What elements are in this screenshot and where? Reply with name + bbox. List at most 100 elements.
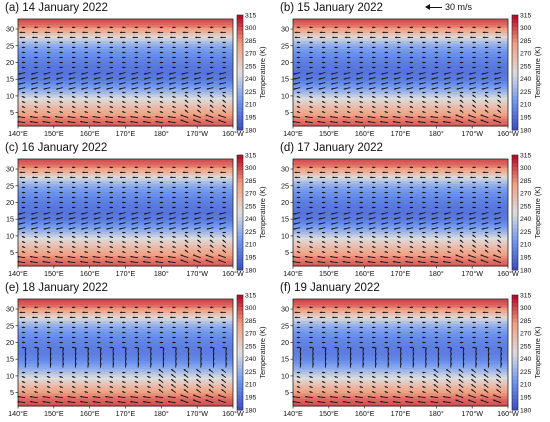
wind-arrow-head	[384, 236, 387, 238]
heatmap-cell	[293, 37, 508, 41]
wind-arrow-head	[109, 206, 112, 209]
wind-arrow-head	[381, 217, 384, 220]
wind-arrow-head	[422, 51, 425, 54]
wind-arrow-head	[334, 326, 337, 329]
wind-arrow-head	[46, 106, 49, 108]
wind-arrow-head	[206, 217, 209, 220]
wind-arrow-head	[106, 222, 109, 225]
wind-arrow-head	[497, 206, 500, 209]
wind-arrow-head	[21, 106, 24, 108]
wind-arrow-head	[380, 260, 383, 263]
panel-e: 140°E 150°E 160°E 170°E 180° 170°W 160°W 5 10 15 2…	[0, 282, 275, 422]
wind-arrow-head	[334, 51, 337, 54]
wind-arrow-head	[200, 347, 203, 350]
wind-arrow-head	[18, 217, 21, 220]
wind-arrow-head	[299, 352, 302, 355]
heatmap-cell	[18, 167, 233, 171]
heatmap-cell	[293, 304, 508, 308]
wind-arrow-head	[17, 400, 20, 403]
wind-arrow-head	[169, 82, 172, 85]
wind-arrow-head	[382, 311, 385, 314]
wind-arrow-head	[472, 346, 475, 349]
wind-arrow-head	[493, 399, 496, 402]
wind-arrow-head	[72, 386, 75, 388]
wind-arrow-head	[306, 217, 309, 220]
wind-arrow-head	[194, 77, 197, 80]
wind-arrow-head	[430, 115, 433, 118]
wind-arrow-head	[409, 341, 412, 344]
colorbar-segment	[237, 235, 243, 240]
wind-arrow-head	[21, 196, 24, 199]
wind-arrow-head	[484, 336, 487, 339]
wind-arrow-head	[382, 36, 385, 39]
colorbar-segment	[512, 118, 518, 123]
wind-arrow-head	[112, 347, 115, 350]
heatmap-cell	[18, 48, 233, 52]
wind-arrow-head	[318, 72, 321, 75]
wind-arrow-head	[134, 251, 137, 253]
wind-arrow-head	[347, 111, 350, 113]
wind-arrow-head	[156, 212, 159, 215]
wind-arrow-head	[442, 395, 445, 398]
heatmap-cell	[18, 255, 233, 259]
colorbar-label: Temperature (K)	[258, 47, 267, 99]
wind-arrow-head	[497, 321, 500, 324]
heatmap-cell	[18, 217, 233, 222]
wind-arrow-head	[97, 336, 99, 339]
wind-arrow-head	[69, 31, 72, 34]
wind-arrow-head	[184, 239, 187, 242]
wind-arrow-head	[397, 251, 400, 253]
x-tick-label: 170°W	[461, 129, 483, 138]
wind-arrow-head	[447, 186, 450, 189]
wind-arrow-head	[359, 231, 362, 234]
wind-arrow-head	[134, 386, 137, 388]
wind-arrow-head	[309, 26, 312, 29]
wind-arrow-head	[106, 82, 109, 85]
wind-arrow-head	[208, 369, 211, 372]
wind-arrow-head	[159, 56, 162, 59]
wind-arrow-head	[175, 347, 177, 350]
wind-arrow-head	[309, 111, 312, 113]
wind-arrow-head	[296, 341, 299, 344]
colorbar-segment	[237, 367, 243, 373]
wind-arrow-head	[132, 31, 135, 34]
wind-arrow-head	[59, 41, 62, 44]
wind-arrow-head	[397, 236, 400, 238]
x-tick-label: 180°	[429, 129, 444, 138]
wind-arrow-head	[106, 77, 109, 80]
wind-arrow-head	[372, 341, 374, 344]
wind-arrow-head	[155, 400, 158, 403]
wind-arrow-head	[420, 31, 422, 34]
wind-arrow-head	[84, 111, 87, 113]
y-tick-label: 5	[285, 108, 289, 117]
wind-arrow-head	[422, 331, 425, 334]
wind-arrow-head	[462, 362, 465, 365]
wind-arrow-head	[422, 201, 425, 204]
wind-arrow-head	[497, 26, 500, 29]
x-tick-label: 140°E	[283, 129, 303, 138]
wind-arrow-head	[107, 171, 110, 174]
wind-arrow-head	[382, 176, 385, 179]
wind-arrow-head	[321, 66, 324, 69]
wind-arrow-head	[418, 72, 421, 75]
wind-arrow-head	[458, 374, 461, 377]
y-tick-label: 25	[281, 181, 289, 190]
wind-arrow-head	[172, 186, 175, 189]
wind-arrow-head	[197, 61, 200, 64]
wind-arrow-head	[318, 227, 321, 230]
colorbar-frame	[511, 294, 519, 411]
wind-arrow-head	[196, 384, 199, 387]
wind-arrow-head	[292, 260, 295, 263]
wind-arrow-head	[147, 51, 150, 54]
wind-arrow-head	[293, 82, 296, 85]
wind-arrow-head	[184, 321, 187, 324]
wind-arrow-head	[431, 227, 434, 230]
wind-arrow-head	[434, 191, 437, 194]
wind-arrow-head	[457, 171, 460, 174]
wind-arrow-head	[397, 191, 399, 194]
wind-arrow-head	[156, 217, 159, 220]
wind-arrow-head	[21, 66, 24, 69]
wind-arrow-head	[109, 196, 112, 199]
wind-arrow-head	[134, 321, 137, 324]
wind-arrow-head	[97, 61, 99, 64]
